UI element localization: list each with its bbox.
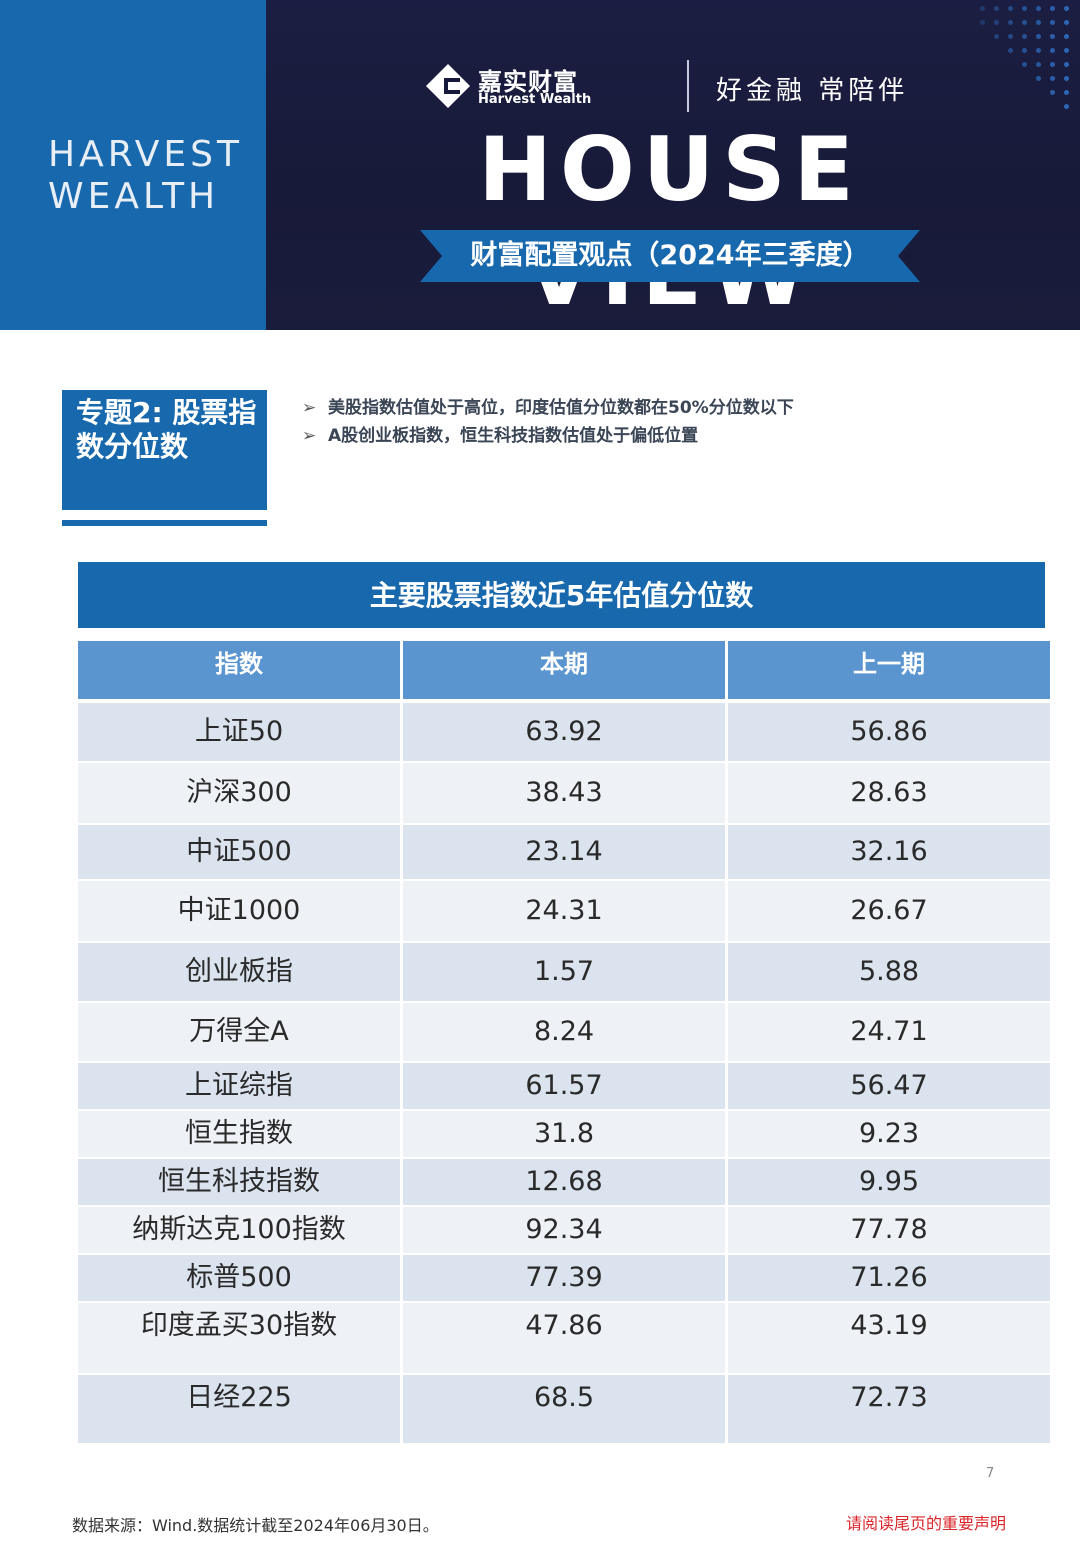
table-row: 标普500 77.39 71.26 <box>78 1255 1050 1301</box>
brand-side-panel <box>0 0 266 330</box>
subtitle-ribbon <box>420 230 920 282</box>
cell-current: 24.31 <box>403 881 725 941</box>
cell-previous: 5.88 <box>728 943 1050 1001</box>
disclaimer-link[interactable]: 请阅读尾页的重要声明 <box>846 1514 1007 1533</box>
page-number: 7 <box>986 1466 995 1481</box>
cell-current: 47.86 <box>403 1303 725 1373</box>
arrow-icon: ➢ <box>302 398 317 418</box>
cell-index-name: 标普500 <box>78 1255 400 1301</box>
cell-index-name: 日经225 <box>78 1375 400 1443</box>
cell-previous: 72.73 <box>728 1375 1050 1443</box>
table-title: 主要股票指数近5年估值分位数 <box>78 562 1045 628</box>
cell-current: 61.57 <box>403 1063 725 1109</box>
decorative-dots <box>970 0 1080 120</box>
cell-previous: 9.23 <box>728 1111 1050 1157</box>
table-row: 中证1000 24.31 26.67 <box>78 881 1050 941</box>
table-row: 上证综指 61.57 56.47 <box>78 1063 1050 1109</box>
table-body: 上证50 63.92 56.86 沪深300 38.43 28.63 中证500 23.14 3… <box>78 703 1050 1443</box>
cell-previous: 32.16 <box>728 825 1050 879</box>
cell-index-name: 上证50 <box>78 703 400 761</box>
cell-previous: 26.67 <box>728 881 1050 941</box>
topic-box <box>62 390 267 510</box>
cell-current: 68.5 <box>403 1375 725 1443</box>
harvest-logo-icon <box>426 64 470 108</box>
data-source-note: 数据来源：Wind.数据统计截至2024年06月30日。 <box>72 1516 439 1535</box>
cell-current: 77.39 <box>403 1255 725 1301</box>
column-header-previous: 上一期 <box>728 641 1050 699</box>
table-header-row: 指数 本期 上一期 <box>78 641 1050 699</box>
table-row: 上证50 63.92 56.86 <box>78 703 1050 761</box>
cell-index-name: 恒生科技指数 <box>78 1159 400 1205</box>
table-row: 中证500 23.14 32.16 <box>78 825 1050 879</box>
valuation-table: 指数 本期 上一期 上证50 63.92 56.86 沪深300 38.43 28.63 中… <box>78 641 1050 1443</box>
cell-index-name: 中证1000 <box>78 881 400 941</box>
bullet-item: ➢ 美股指数估值处于高位，印度估值分位数都在50%分位数以下 <box>302 394 794 422</box>
cell-previous: 71.26 <box>728 1255 1050 1301</box>
brand-side-line1: HARVEST <box>48 134 243 175</box>
header-divider <box>687 60 689 112</box>
slogan: 好金融 常陪伴 <box>716 76 909 106</box>
table-row: 纳斯达克100指数 92.34 77.78 <box>78 1207 1050 1253</box>
table-row: 恒生科技指数 12.68 9.95 <box>78 1159 1050 1205</box>
headline: HOUSE VIEW <box>478 118 862 325</box>
logo-en-text: Harvest Wealth <box>478 92 592 107</box>
cell-current: 92.34 <box>403 1207 725 1253</box>
cell-index-name: 沪深300 <box>78 763 400 823</box>
cell-current: 1.57 <box>403 943 725 1001</box>
cell-index-name: 恒生指数 <box>78 1111 400 1157</box>
cell-current: 38.43 <box>403 763 725 823</box>
cell-index-name: 中证500 <box>78 825 400 879</box>
summary-bullets: ➢ 美股指数估值处于高位，印度估值分位数都在50%分位数以下 ➢ A股创业板指数，恒… <box>302 394 794 450</box>
cell-previous: 28.63 <box>728 763 1050 823</box>
cell-index-name: 创业板指 <box>78 943 400 1001</box>
table-row: 沪深300 38.43 28.63 <box>78 763 1050 823</box>
cell-previous: 56.47 <box>728 1063 1050 1109</box>
table-row: 日经225 68.5 72.73 <box>78 1375 1050 1443</box>
cell-current: 23.14 <box>403 825 725 879</box>
cell-current: 12.68 <box>403 1159 725 1205</box>
cell-index-name: 上证综指 <box>78 1063 400 1109</box>
table-row: 恒生指数 31.8 9.23 <box>78 1111 1050 1157</box>
logo-cn-text: 嘉实财富 <box>478 68 578 96</box>
cell-previous: 9.95 <box>728 1159 1050 1205</box>
cell-previous: 56.86 <box>728 703 1050 761</box>
table-row: 印度孟买30指数 47.86 43.19 <box>78 1303 1050 1373</box>
cell-previous: 43.19 <box>728 1303 1050 1373</box>
arrow-icon: ➢ <box>302 426 317 446</box>
cell-current: 63.92 <box>403 703 725 761</box>
column-header-current: 本期 <box>403 641 725 699</box>
topic-underline <box>62 520 267 526</box>
table-row: 创业板指 1.57 5.88 <box>78 943 1050 1001</box>
header-banner: HARVEST WEALTH 嘉实财富 Harvest Wealth 好金融 常… <box>0 0 1080 330</box>
topic-label: 专题2: 股票指数分位数 <box>76 396 257 463</box>
subtitle: 财富配置观点（2024年三季度） <box>470 240 870 271</box>
cell-index-name: 万得全A <box>78 1003 400 1061</box>
cell-current: 31.8 <box>403 1111 725 1157</box>
bullet-item: ➢ A股创业板指数，恒生科技指数估值处于偏低位置 <box>302 422 794 450</box>
cell-index-name: 印度孟买30指数 <box>78 1303 400 1373</box>
table-row: 万得全A 8.24 24.71 <box>78 1003 1050 1061</box>
column-header-index: 指数 <box>78 641 400 699</box>
cell-current: 8.24 <box>403 1003 725 1061</box>
cell-previous: 24.71 <box>728 1003 1050 1061</box>
cell-index-name: 纳斯达克100指数 <box>78 1207 400 1253</box>
brand-side-line2: WEALTH <box>48 176 220 217</box>
cell-previous: 77.78 <box>728 1207 1050 1253</box>
